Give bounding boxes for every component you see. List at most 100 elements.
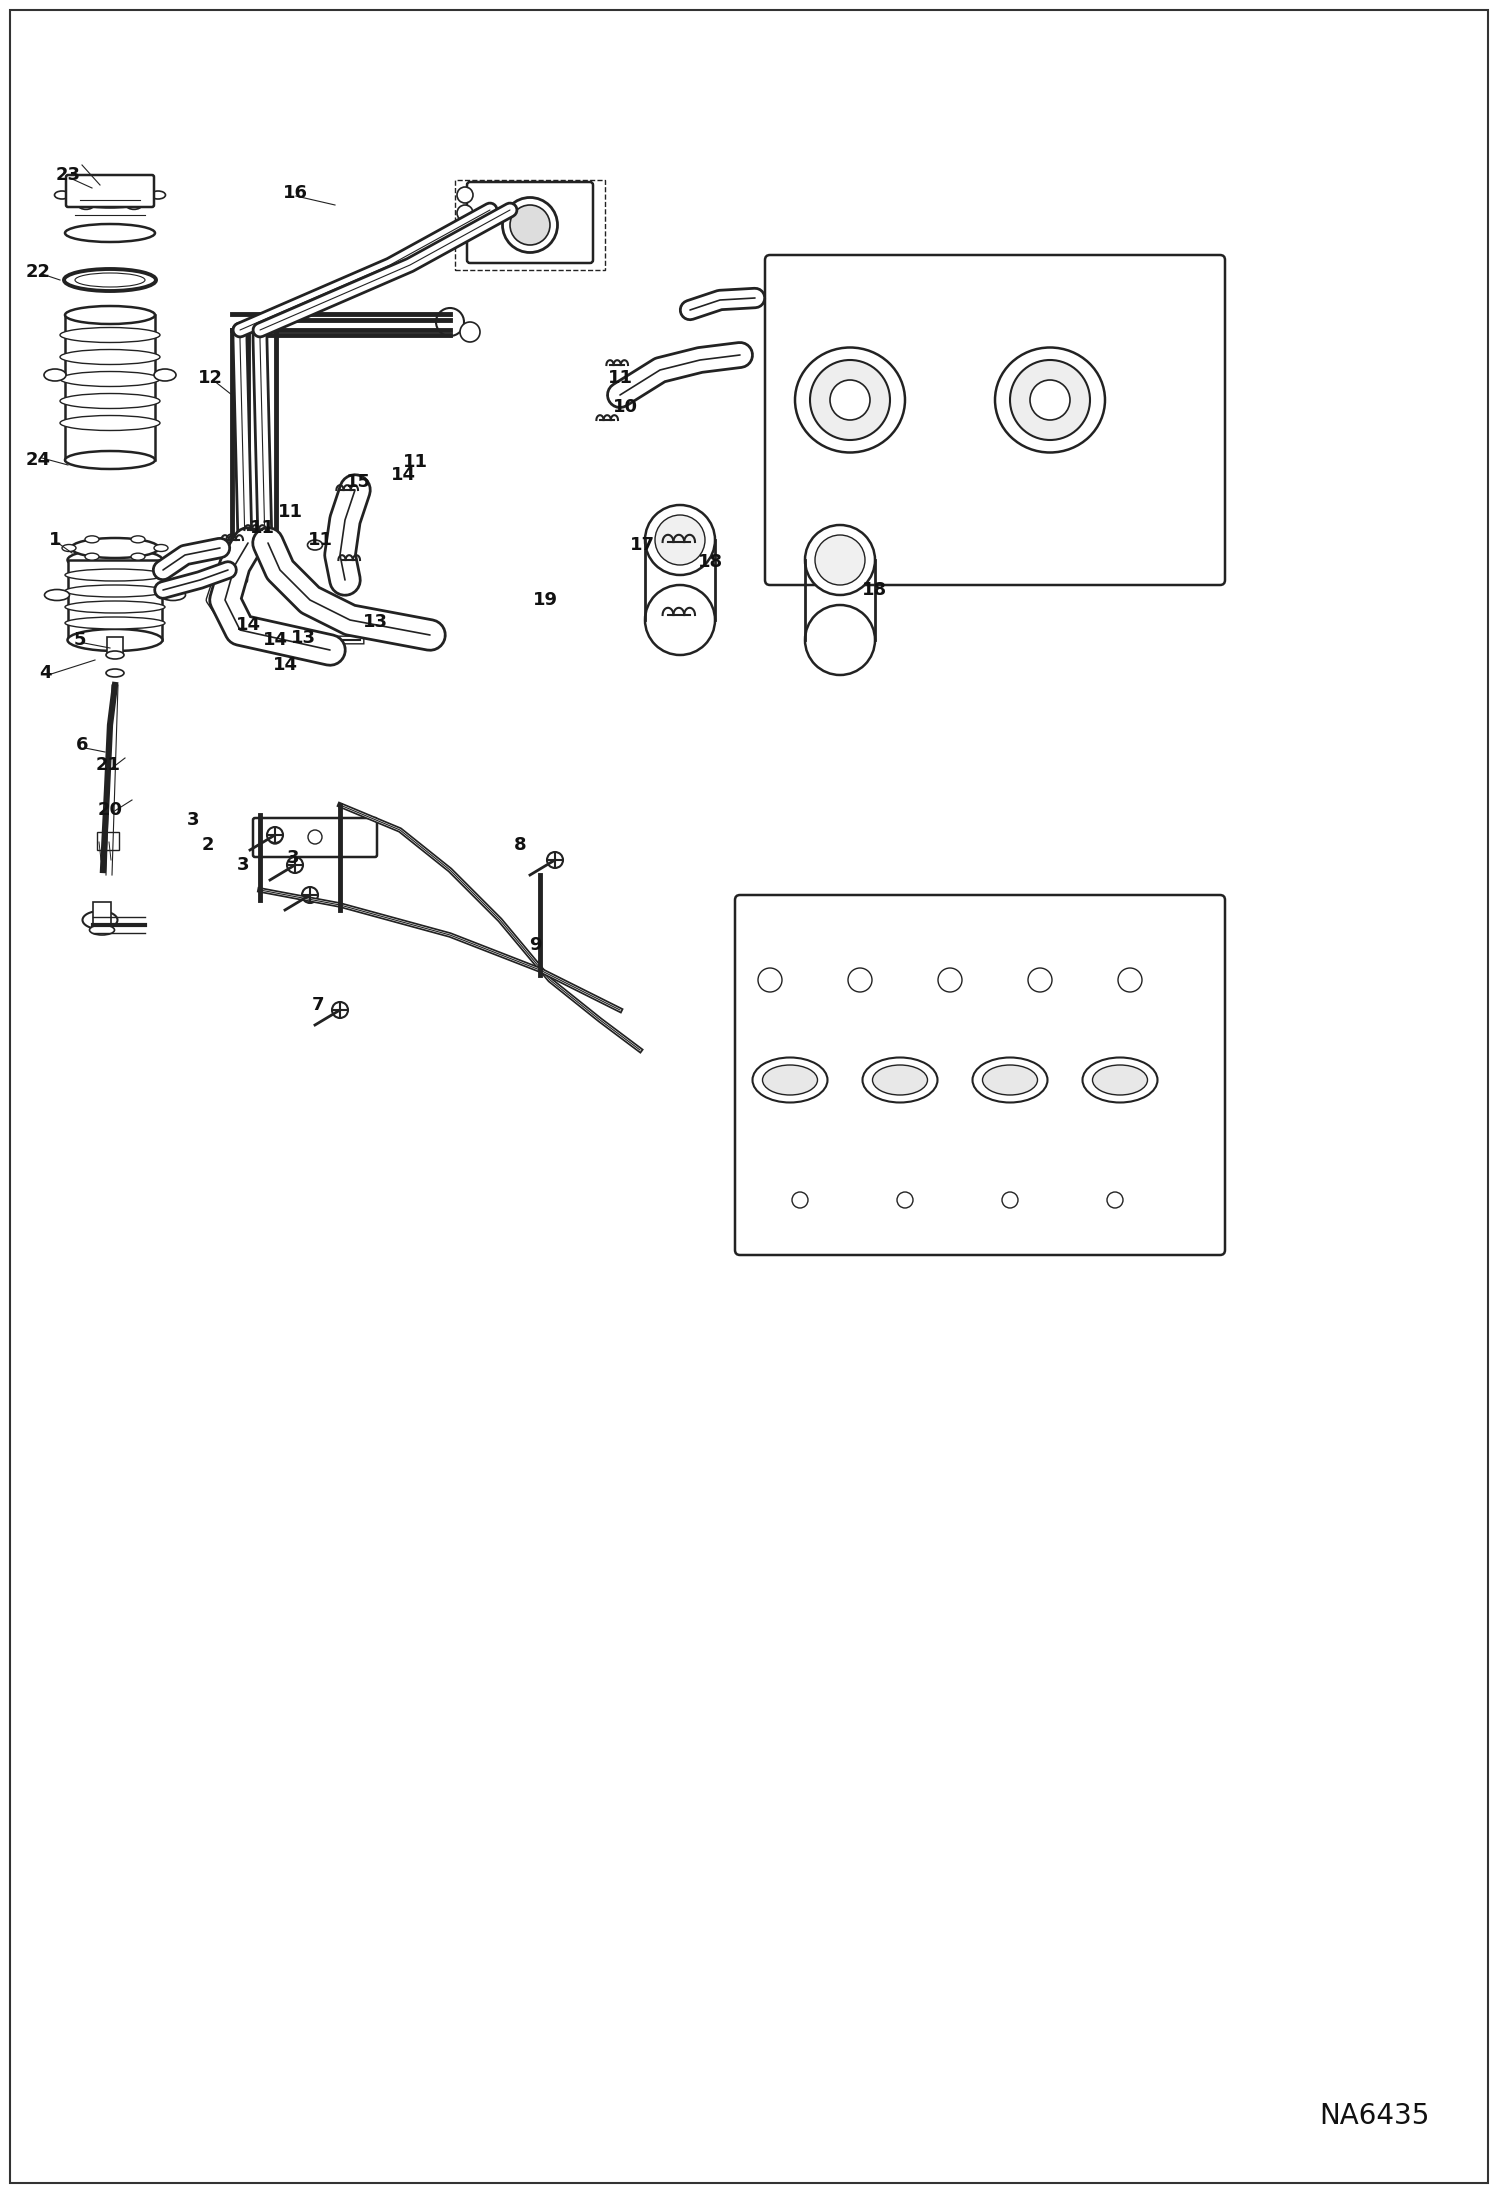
- Circle shape: [243, 535, 255, 546]
- Text: 12: 12: [198, 368, 223, 386]
- Text: 1: 1: [49, 531, 61, 548]
- Ellipse shape: [804, 605, 875, 675]
- Circle shape: [303, 886, 318, 904]
- Ellipse shape: [160, 590, 186, 601]
- Text: 2: 2: [202, 836, 214, 853]
- Circle shape: [848, 967, 872, 991]
- FancyBboxPatch shape: [736, 895, 1225, 1254]
- Ellipse shape: [60, 393, 160, 408]
- FancyBboxPatch shape: [253, 818, 377, 857]
- Text: 16: 16: [283, 184, 307, 202]
- Ellipse shape: [154, 368, 175, 382]
- Text: 18: 18: [698, 553, 722, 570]
- Text: 23: 23: [55, 167, 81, 184]
- Circle shape: [1010, 360, 1091, 441]
- Text: 17: 17: [629, 535, 655, 555]
- Text: 14: 14: [273, 656, 298, 673]
- Circle shape: [457, 224, 473, 239]
- Text: NA6435: NA6435: [1320, 2103, 1431, 2129]
- Circle shape: [333, 1002, 348, 1018]
- Text: 22: 22: [25, 263, 51, 281]
- Text: 19: 19: [532, 590, 557, 610]
- Ellipse shape: [804, 524, 875, 594]
- Circle shape: [235, 535, 255, 555]
- Text: 18: 18: [863, 581, 887, 599]
- Bar: [64, 316, 154, 461]
- Circle shape: [547, 853, 563, 868]
- Text: 20: 20: [97, 800, 123, 818]
- Ellipse shape: [150, 191, 165, 200]
- Text: 14: 14: [235, 616, 261, 634]
- Ellipse shape: [762, 1066, 818, 1094]
- Ellipse shape: [45, 590, 69, 601]
- Ellipse shape: [1083, 1057, 1158, 1103]
- Ellipse shape: [61, 544, 76, 550]
- Circle shape: [897, 1193, 912, 1208]
- Ellipse shape: [972, 1057, 1047, 1103]
- Ellipse shape: [64, 182, 154, 208]
- Ellipse shape: [64, 586, 165, 596]
- Ellipse shape: [70, 537, 159, 557]
- Bar: [455, 180, 605, 270]
- FancyBboxPatch shape: [765, 254, 1225, 586]
- Ellipse shape: [130, 535, 145, 544]
- Ellipse shape: [78, 202, 93, 208]
- Ellipse shape: [983, 1066, 1038, 1094]
- Circle shape: [1118, 967, 1141, 991]
- Text: 4: 4: [39, 664, 51, 682]
- Ellipse shape: [223, 550, 238, 559]
- Text: 9: 9: [529, 936, 541, 954]
- Text: 11: 11: [403, 454, 427, 471]
- Ellipse shape: [85, 535, 99, 544]
- Circle shape: [226, 535, 238, 546]
- Bar: [106, 636, 123, 656]
- Circle shape: [1002, 1193, 1019, 1208]
- FancyBboxPatch shape: [66, 175, 154, 206]
- Ellipse shape: [646, 586, 715, 656]
- Ellipse shape: [106, 669, 124, 678]
- Ellipse shape: [60, 349, 160, 364]
- Circle shape: [509, 204, 550, 246]
- Text: 13: 13: [363, 614, 388, 632]
- FancyBboxPatch shape: [467, 182, 593, 263]
- Ellipse shape: [64, 307, 154, 325]
- Ellipse shape: [43, 368, 66, 382]
- Bar: [97, 831, 118, 851]
- Text: 14: 14: [391, 465, 415, 485]
- Ellipse shape: [752, 1057, 827, 1103]
- Text: 3: 3: [286, 849, 300, 866]
- Text: 6: 6: [76, 737, 88, 754]
- Text: 11: 11: [608, 368, 632, 386]
- Circle shape: [309, 829, 322, 844]
- Ellipse shape: [815, 535, 864, 586]
- Ellipse shape: [90, 925, 114, 934]
- Circle shape: [1107, 1193, 1124, 1208]
- Ellipse shape: [54, 191, 69, 200]
- Ellipse shape: [82, 910, 117, 930]
- Ellipse shape: [655, 515, 706, 566]
- Ellipse shape: [130, 553, 145, 559]
- Circle shape: [255, 535, 276, 555]
- Ellipse shape: [232, 575, 247, 586]
- Ellipse shape: [995, 346, 1106, 452]
- Text: 11: 11: [277, 502, 303, 522]
- Ellipse shape: [795, 346, 905, 452]
- Text: 21: 21: [96, 757, 120, 774]
- Text: 3: 3: [187, 811, 199, 829]
- Text: 8: 8: [514, 836, 526, 853]
- Circle shape: [457, 186, 473, 204]
- Ellipse shape: [64, 224, 154, 241]
- Bar: [67, 559, 162, 640]
- Text: 11: 11: [250, 520, 274, 537]
- Text: 7: 7: [312, 996, 324, 1013]
- Circle shape: [830, 379, 870, 421]
- Circle shape: [436, 307, 464, 336]
- Text: 24: 24: [25, 452, 51, 469]
- Ellipse shape: [126, 180, 141, 189]
- Text: 15: 15: [346, 474, 370, 491]
- Circle shape: [267, 827, 283, 842]
- Ellipse shape: [64, 452, 154, 469]
- Ellipse shape: [154, 544, 168, 550]
- Ellipse shape: [64, 601, 165, 614]
- Ellipse shape: [60, 414, 160, 430]
